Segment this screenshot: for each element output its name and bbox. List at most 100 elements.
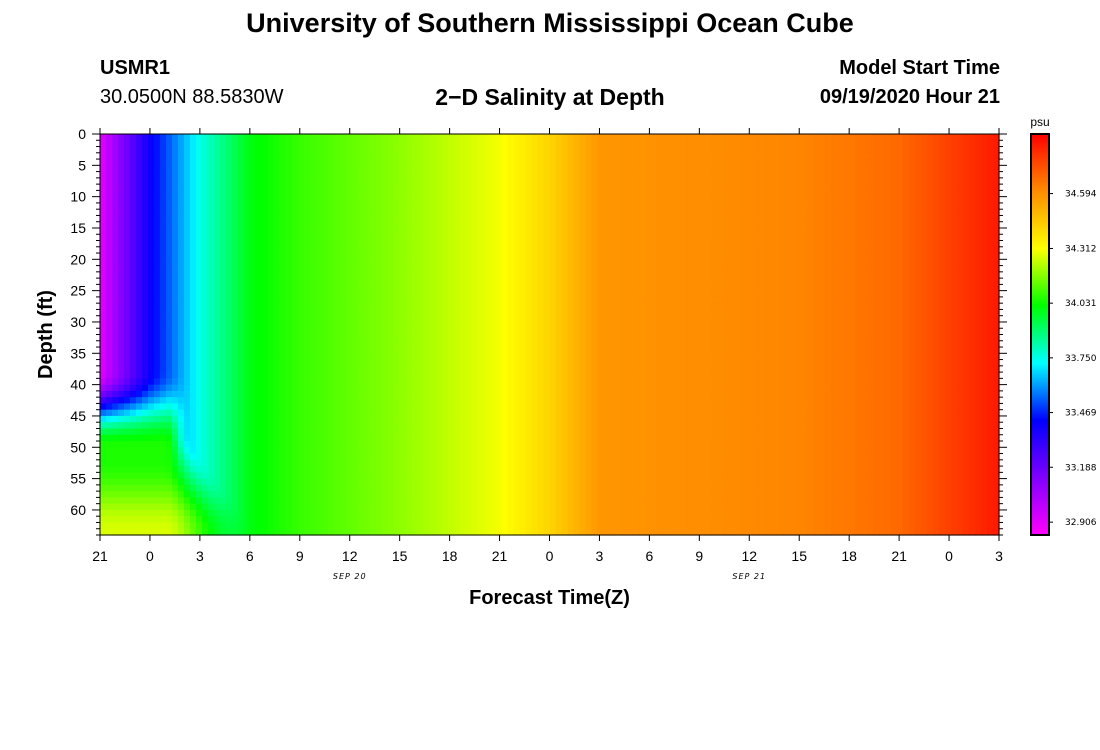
heatmap-cell <box>459 309 467 317</box>
heatmap-cell <box>531 134 539 141</box>
heatmap-cell <box>651 284 658 292</box>
heatmap-cell <box>963 190 970 198</box>
heatmap-cell <box>387 271 395 279</box>
heatmap-cell <box>177 321 185 329</box>
heatmap-cell <box>183 259 191 267</box>
heatmap-cell <box>831 253 838 260</box>
heatmap-cell <box>189 309 197 317</box>
heatmap-cell <box>543 215 551 223</box>
heatmap-cell <box>441 140 449 148</box>
heatmap-cell <box>783 165 790 173</box>
heatmap-cell <box>603 196 611 204</box>
heatmap-cell <box>183 159 191 166</box>
heatmap-cell <box>177 140 185 148</box>
heatmap-cell <box>489 134 497 141</box>
heatmap-cell <box>795 284 802 292</box>
heatmap-cell <box>519 296 527 304</box>
heatmap-cell <box>423 134 431 141</box>
heatmap-cell <box>951 221 958 229</box>
heatmap-cell <box>765 259 772 267</box>
heatmap-cell <box>819 334 826 342</box>
heatmap-cell <box>339 278 347 285</box>
heatmap-cell <box>159 315 167 323</box>
heatmap-cell <box>705 221 712 229</box>
heatmap-cell <box>777 296 784 304</box>
heatmap-cell <box>525 265 533 273</box>
heatmap-cell <box>591 259 599 267</box>
heatmap-cell <box>615 221 623 229</box>
heatmap-cell <box>153 221 161 229</box>
heatmap-cell <box>225 259 233 267</box>
heatmap-cell <box>159 253 167 260</box>
heatmap-cell <box>219 152 227 160</box>
heatmap-cell <box>903 246 910 254</box>
heatmap-cell <box>759 240 766 248</box>
heatmap-cell <box>483 234 491 242</box>
heatmap-cell <box>255 234 263 242</box>
heatmap-cell <box>783 202 790 210</box>
heatmap-cell <box>255 152 263 160</box>
heatmap-cell <box>183 265 191 273</box>
heatmap-cell <box>243 140 251 148</box>
heatmap-cell <box>651 190 658 198</box>
heatmap-cell <box>261 309 269 317</box>
heatmap-cell <box>603 165 611 173</box>
heatmap-cell <box>195 177 203 185</box>
heatmap-cell <box>249 146 257 154</box>
heatmap-cell <box>100 334 107 342</box>
heatmap-cell <box>993 284 1000 292</box>
heatmap-cell <box>411 246 419 254</box>
heatmap-cell <box>279 134 287 141</box>
heatmap-cell <box>375 321 383 329</box>
heatmap-cell <box>729 271 736 279</box>
heatmap-cell <box>585 209 593 217</box>
heatmap-cell <box>699 334 706 342</box>
heatmap-cell <box>243 134 251 141</box>
heatmap-cell <box>501 234 509 242</box>
heatmap-cell <box>249 227 257 235</box>
heatmap-cell <box>501 140 509 148</box>
heatmap-cell <box>393 146 401 154</box>
heatmap-cell <box>195 334 203 342</box>
heatmap-cell <box>225 290 233 298</box>
heatmap-cell <box>723 140 730 148</box>
heatmap-cell <box>693 140 700 148</box>
heatmap-cell <box>927 190 934 198</box>
heatmap-cell <box>417 321 425 329</box>
heatmap-cell <box>759 290 766 298</box>
heatmap-cell <box>939 152 946 160</box>
heatmap-cell <box>633 334 640 342</box>
heatmap-cell <box>759 309 766 317</box>
heatmap-cell <box>357 184 365 191</box>
heatmap-cell <box>105 196 113 204</box>
heatmap-cell <box>633 152 640 160</box>
heatmap-cell <box>321 227 329 235</box>
heatmap-cell <box>243 240 251 248</box>
heatmap-cell <box>711 134 718 141</box>
heatmap-cell <box>933 227 940 235</box>
heatmap-cell <box>507 334 515 342</box>
heatmap-cell <box>915 271 922 279</box>
heatmap-cell <box>891 215 898 223</box>
heatmap-cell <box>957 159 964 166</box>
heatmap-cell <box>843 140 850 148</box>
heatmap-cell <box>543 334 551 342</box>
heatmap-cell <box>807 190 814 198</box>
heatmap-cell <box>345 253 353 260</box>
heatmap-cell <box>873 190 880 198</box>
heatmap-cell <box>123 165 131 173</box>
heatmap-cell <box>765 134 772 141</box>
heatmap-cell <box>171 190 179 198</box>
heatmap-cell <box>801 284 808 292</box>
heatmap-cell <box>633 165 640 173</box>
heatmap-cell <box>759 171 766 179</box>
heatmap-cell <box>141 259 149 267</box>
heatmap-cell <box>441 165 449 173</box>
heatmap-cell <box>429 253 437 260</box>
heatmap-cell <box>603 221 611 229</box>
heatmap-cell <box>303 278 311 285</box>
heatmap-cell <box>567 202 575 210</box>
heatmap-cell <box>111 190 119 198</box>
heatmap-cell <box>117 202 125 210</box>
heatmap-cell <box>603 271 611 279</box>
